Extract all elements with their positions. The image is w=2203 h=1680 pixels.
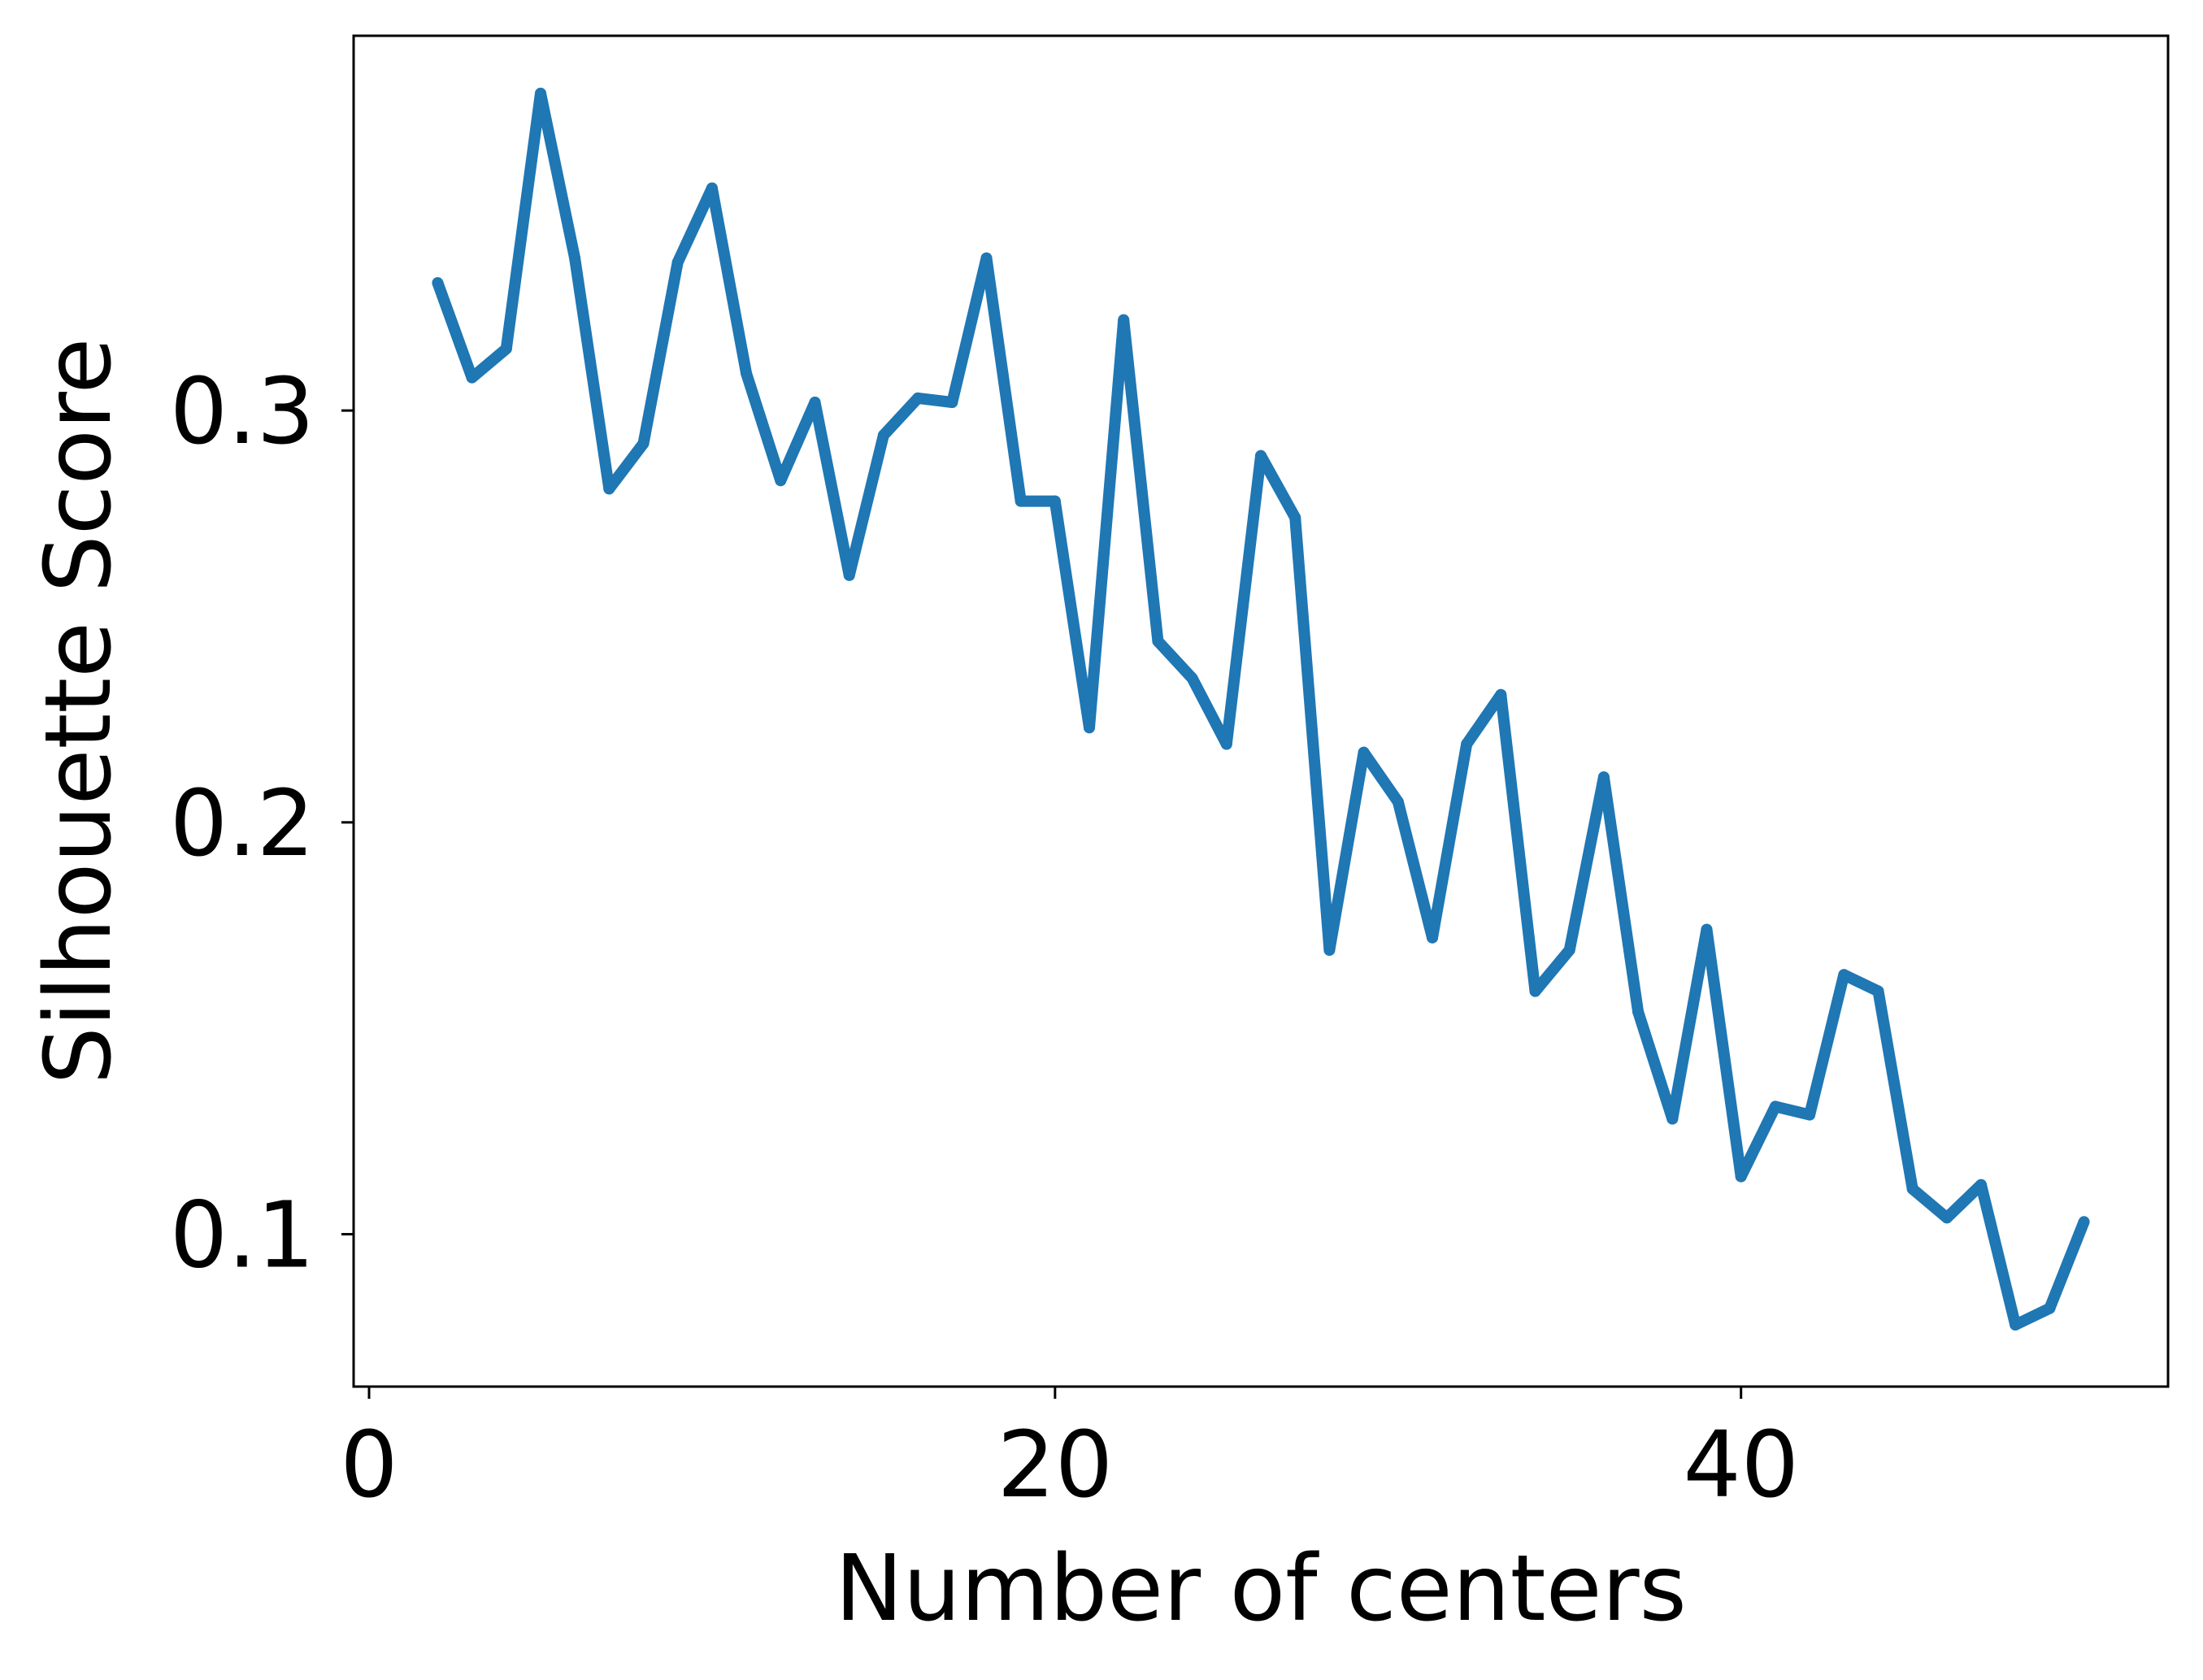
x-tick-label: 40 bbox=[1683, 1413, 1799, 1518]
data-point bbox=[1906, 1183, 1918, 1195]
data-point bbox=[1084, 722, 1095, 734]
y-tick-label: 0.1 bbox=[170, 1183, 315, 1289]
x-axis-label: Number of centers bbox=[835, 1536, 1687, 1642]
data-point bbox=[1289, 511, 1301, 523]
data-point bbox=[637, 437, 650, 449]
data-point bbox=[1597, 771, 1610, 784]
data-point bbox=[877, 429, 889, 441]
data-point bbox=[2044, 1302, 2056, 1314]
data-point bbox=[1529, 985, 1541, 997]
data-point bbox=[2010, 1319, 2022, 1331]
data-point bbox=[671, 256, 684, 268]
data-point bbox=[1769, 1100, 1781, 1113]
data-point bbox=[1461, 738, 1473, 750]
y-tick-label: 0.2 bbox=[170, 771, 315, 877]
data-point bbox=[1735, 1170, 1747, 1183]
data-point bbox=[1152, 635, 1164, 647]
data-point bbox=[569, 252, 581, 264]
data-point bbox=[912, 392, 924, 404]
data-point bbox=[809, 397, 821, 408]
data-point bbox=[500, 343, 512, 355]
data-point bbox=[946, 397, 958, 408]
axis-ticks: 0 20 40 0.1 0.2 0.3 bbox=[170, 359, 1799, 1518]
data-point bbox=[1872, 985, 1884, 997]
data-point bbox=[1323, 944, 1336, 956]
data-point bbox=[1495, 688, 1507, 701]
data-point bbox=[1632, 1005, 1645, 1018]
data-point bbox=[432, 277, 444, 289]
data-point bbox=[466, 371, 478, 384]
data-point bbox=[1392, 796, 1404, 808]
data-point bbox=[1220, 738, 1232, 750]
data-point bbox=[1701, 923, 1713, 936]
data-point bbox=[706, 182, 718, 194]
y-tick-label: 0.3 bbox=[170, 359, 315, 465]
data-point bbox=[2078, 1216, 2090, 1228]
data-point bbox=[775, 475, 787, 487]
data-point bbox=[1427, 931, 1438, 944]
x-tick-label: 0 bbox=[340, 1413, 398, 1518]
data-point bbox=[1666, 1113, 1679, 1125]
data-point bbox=[1838, 969, 1850, 981]
data-point bbox=[1049, 495, 1061, 507]
data-point bbox=[1358, 746, 1370, 758]
data-point bbox=[1804, 1109, 1816, 1121]
data-point bbox=[843, 569, 855, 581]
data-point bbox=[1255, 449, 1267, 462]
plot-area bbox=[432, 87, 2090, 1331]
data-point bbox=[1975, 1179, 1987, 1191]
data-point bbox=[980, 252, 993, 264]
plot-frame bbox=[352, 34, 2170, 1388]
data-point bbox=[603, 483, 615, 495]
data-point bbox=[1563, 944, 1575, 956]
data-point bbox=[1015, 495, 1027, 507]
data-point bbox=[1118, 314, 1130, 326]
data-point bbox=[1940, 1212, 1953, 1224]
x-tick-label: 20 bbox=[997, 1413, 1114, 1518]
data-point bbox=[741, 367, 753, 380]
data-point bbox=[535, 87, 546, 99]
y-axis-label: Silhouette Score bbox=[26, 338, 132, 1085]
data-point bbox=[1186, 672, 1198, 684]
